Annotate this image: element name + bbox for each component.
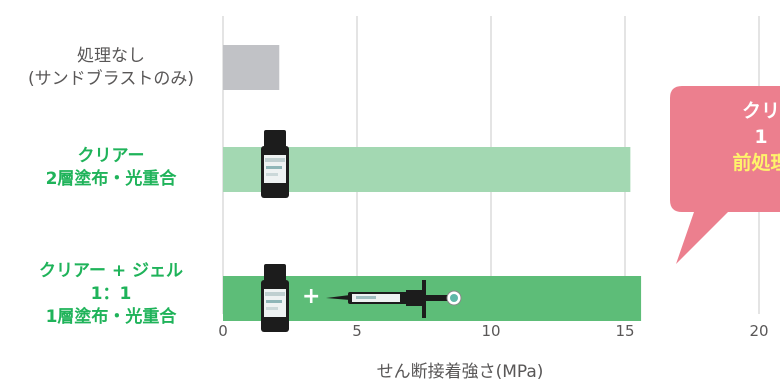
x-tick-label: 15 <box>615 322 635 340</box>
bottle-icon-2 <box>261 264 289 332</box>
plus-sign: + <box>302 284 321 309</box>
callout-line: 1 <box>754 126 768 148</box>
category-label-line: 処理なし <box>77 46 145 66</box>
callout-line: クリ <box>741 100 780 122</box>
category-label-no-treatment: 処理なし (サンドブラストのみ) <box>0 45 222 91</box>
callout-bubble: クリ 1 前処理 <box>670 86 780 350</box>
x-tick-label: 5 <box>352 322 362 340</box>
category-label-line: クリアー <box>77 146 145 166</box>
category-label-clear: クリアー 2層塗布・光重合 <box>0 145 222 191</box>
category-label-line: 1：1 <box>90 284 132 304</box>
category-label-clear-gel: クリアー + ジェル 1：1 1層塗布・光重合 <box>0 260 222 329</box>
callout-shape <box>670 86 780 264</box>
x-tick-label: 20 <box>749 322 769 340</box>
bottle-icon-1 <box>261 130 289 198</box>
callout-line: 前処理 <box>732 152 780 174</box>
category-label-line: クリアー + ジェル <box>38 261 184 281</box>
bar-1 <box>223 147 631 192</box>
x-tick-label: 0 <box>218 322 228 340</box>
callout-text: クリ 1 前処理 <box>686 98 780 176</box>
syringe-icon <box>326 280 462 318</box>
category-label-line: 2層塗布・光重合 <box>45 169 177 189</box>
x-axis-label: せん断接着強さ(MPa) <box>376 362 544 382</box>
category-label-line: 1層塗布・光重合 <box>45 307 177 327</box>
x-tick-label: 10 <box>481 322 501 340</box>
bar-0 <box>223 45 280 90</box>
category-label-line: (サンドブラストのみ) <box>28 69 194 89</box>
